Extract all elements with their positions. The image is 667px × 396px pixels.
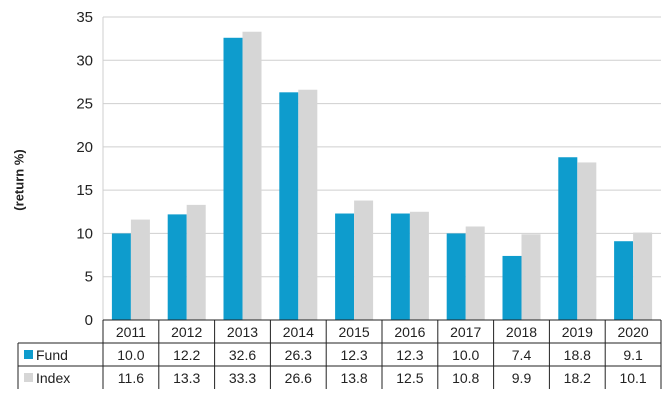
data-label: 10.0 bbox=[452, 347, 479, 363]
bar-fund-2013 bbox=[223, 37, 243, 321]
bars bbox=[111, 31, 653, 321]
legend-swatch-fund bbox=[24, 350, 33, 359]
legend-label-fund: Fund bbox=[36, 347, 68, 363]
data-label: 9.1 bbox=[623, 347, 643, 363]
y-tick-label: 35 bbox=[76, 9, 93, 26]
data-label: 18.2 bbox=[564, 370, 591, 386]
category-label: 2020 bbox=[618, 324, 649, 340]
data-label: 9.9 bbox=[512, 370, 532, 386]
bar-index-2017 bbox=[465, 226, 485, 320]
y-tick-label: 5 bbox=[85, 269, 93, 286]
data-label: 12.3 bbox=[340, 347, 367, 363]
data-label: 26.6 bbox=[285, 370, 312, 386]
bar-index-2012 bbox=[186, 204, 206, 320]
y-tick-label: 20 bbox=[76, 139, 93, 156]
category-label: 2014 bbox=[283, 324, 314, 340]
y-tick-label: 30 bbox=[76, 52, 93, 69]
y-tick-label: 0 bbox=[85, 312, 93, 329]
category-label: 2015 bbox=[339, 324, 370, 340]
bar-fund-2014 bbox=[279, 92, 299, 321]
data-label: 12.5 bbox=[396, 370, 423, 386]
y-tick-label: 10 bbox=[76, 225, 93, 242]
data-label: 32.6 bbox=[229, 347, 256, 363]
data-table: 2011 2012 2013 2014 2015 2016 2017 2018 2019 2020… bbox=[17, 319, 662, 389]
category-label: 2018 bbox=[506, 324, 537, 340]
category-label: 2017 bbox=[450, 324, 481, 340]
bar-fund-2018 bbox=[502, 255, 522, 320]
data-label: 33.3 bbox=[229, 370, 256, 386]
bar-index-2014 bbox=[298, 89, 318, 320]
category-label: 2013 bbox=[227, 324, 258, 340]
bar-fund-2016 bbox=[390, 213, 410, 320]
data-label: 11.6 bbox=[118, 370, 144, 386]
bar-fund-2011 bbox=[111, 233, 131, 320]
data-label: 7.4 bbox=[512, 347, 532, 363]
bar-index-2019 bbox=[577, 162, 597, 320]
bar-index-2015 bbox=[354, 200, 374, 320]
category-label: 2016 bbox=[394, 324, 425, 340]
data-label: 26.3 bbox=[285, 347, 312, 363]
legend-label-index: Index bbox=[36, 370, 70, 386]
bar-fund-2020 bbox=[614, 241, 634, 320]
data-label: 12.2 bbox=[173, 347, 200, 363]
data-label: 13.3 bbox=[173, 370, 200, 386]
bar-index-2016 bbox=[409, 211, 429, 320]
data-label: 10.1 bbox=[619, 370, 646, 386]
bar-fund-2019 bbox=[558, 157, 578, 320]
data-label: 13.8 bbox=[340, 370, 367, 386]
bar-index-2018 bbox=[521, 234, 541, 320]
data-label: 18.8 bbox=[564, 347, 591, 363]
bar-index-2020 bbox=[633, 232, 653, 320]
category-label: 2019 bbox=[562, 324, 593, 340]
category-label: 2011 bbox=[116, 324, 146, 340]
bar-index-2011 bbox=[130, 219, 150, 320]
y-axis-ticks: 0 5 10 15 20 25 30 35 bbox=[76, 9, 93, 329]
y-tick-label: 25 bbox=[76, 96, 93, 113]
data-label: 10.8 bbox=[452, 370, 479, 386]
y-tick-label: 15 bbox=[76, 182, 93, 199]
bar-fund-2017 bbox=[446, 233, 466, 320]
data-label: 10.0 bbox=[117, 347, 144, 363]
legend-swatch-index bbox=[24, 373, 33, 382]
bar-fund-2015 bbox=[335, 213, 355, 320]
bar-fund-2012 bbox=[167, 214, 187, 320]
category-label: 2012 bbox=[171, 324, 202, 340]
bar-index-2013 bbox=[242, 31, 262, 321]
y-axis-label: (return %) bbox=[11, 149, 27, 211]
y-axis-label-wrap: (return %) bbox=[4, 100, 34, 260]
data-label: 12.3 bbox=[396, 347, 423, 363]
